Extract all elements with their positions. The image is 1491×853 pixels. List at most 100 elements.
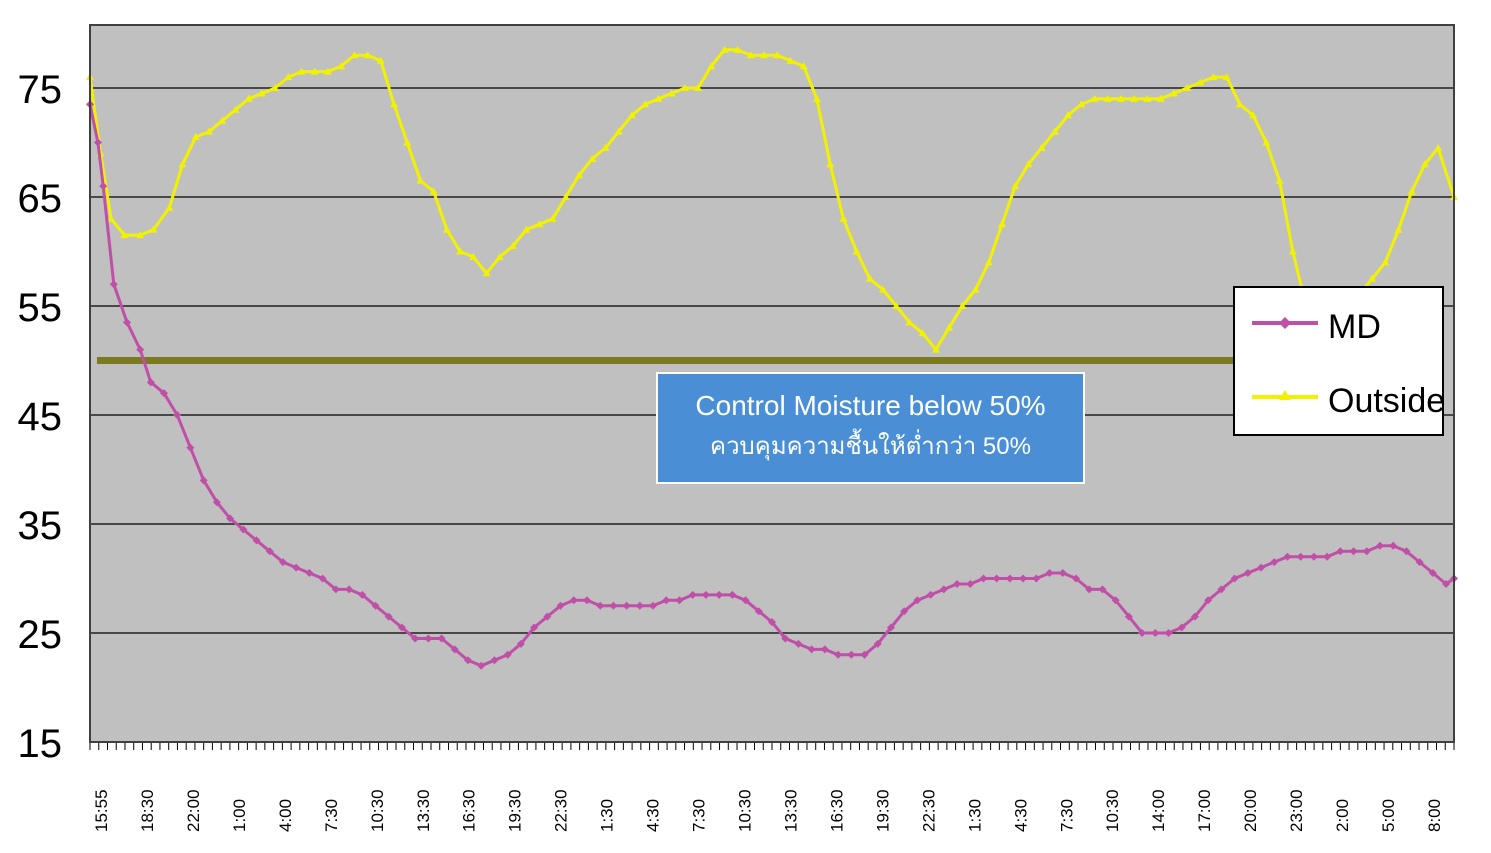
data-point-md	[1124, 612, 1133, 621]
data-point-md	[807, 645, 816, 654]
data-point-outside	[905, 318, 914, 326]
data-point-md	[1257, 563, 1266, 572]
data-point-outside	[733, 45, 742, 53]
data-point-outside	[1156, 94, 1165, 102]
data-point-outside	[297, 67, 306, 75]
x-tick-label: 20:00	[1241, 789, 1260, 832]
data-point-md	[1336, 547, 1345, 556]
data-point-outside	[107, 214, 116, 222]
legend: MD Outside	[1233, 286, 1445, 436]
data-point-md	[1111, 596, 1120, 605]
data-point-md	[226, 514, 235, 523]
data-point-md	[503, 650, 512, 659]
data-point-outside	[429, 187, 438, 195]
data-point-outside	[654, 94, 663, 102]
data-point-outside	[1381, 258, 1390, 266]
data-point-outside	[416, 176, 425, 184]
x-tick-label: 4:30	[644, 799, 663, 832]
data-point-md	[1283, 552, 1292, 561]
data-point-outside	[680, 84, 689, 91]
data-point-md	[516, 639, 525, 648]
data-point-md	[860, 650, 869, 659]
data-point-md	[926, 590, 935, 599]
data-point-md	[1138, 629, 1147, 637]
data-point-md	[609, 601, 618, 610]
data-point-outside	[120, 231, 129, 239]
data-point-md	[596, 601, 605, 610]
data-point-md	[424, 634, 433, 643]
data-point-outside	[469, 252, 478, 260]
data-point-md	[136, 345, 145, 354]
data-point-outside	[614, 127, 623, 135]
data-point-outside	[971, 285, 980, 293]
data-point-md	[292, 563, 301, 572]
data-point-outside	[1011, 182, 1020, 190]
x-tick-label: 16:30	[460, 789, 479, 832]
data-point-md	[728, 590, 737, 599]
data-point-md	[199, 476, 208, 485]
data-point-md	[93, 138, 102, 147]
data-point-md	[1415, 558, 1424, 567]
x-tick-label: 18:30	[138, 789, 157, 832]
data-point-md	[820, 645, 829, 654]
data-point-outside	[1130, 94, 1139, 102]
data-point-outside	[1024, 160, 1033, 168]
data-point-outside	[627, 111, 636, 119]
data-point-outside	[1169, 89, 1178, 97]
data-point-outside	[984, 258, 993, 266]
data-point-outside	[1090, 94, 1099, 102]
data-point-outside	[1407, 187, 1416, 195]
x-tick-label: 1:30	[965, 799, 984, 832]
data-point-md	[662, 596, 671, 605]
data-point-outside	[149, 225, 158, 233]
x-tick-label: 8:00	[1425, 799, 1444, 832]
data-point-outside	[865, 274, 874, 282]
data-point-outside	[456, 247, 465, 255]
data-point-md	[1019, 574, 1028, 583]
data-point-md	[1177, 623, 1186, 632]
data-point-outside	[852, 247, 861, 255]
data-point-md	[1058, 569, 1067, 578]
data-point-md	[411, 634, 420, 643]
data-point-outside	[508, 242, 517, 250]
data-point-md	[1243, 569, 1252, 578]
annotation-box: Control Moisture below 50% ควบคุมความชื้…	[656, 372, 1085, 484]
data-point-md	[464, 656, 473, 665]
data-point-outside	[323, 67, 332, 75]
data-point-outside	[1183, 84, 1192, 91]
data-point-md	[173, 411, 182, 419]
data-point-md	[754, 607, 763, 616]
x-tick-label: 1:00	[230, 799, 249, 832]
x-tick-label: 22:00	[184, 789, 203, 832]
data-point-outside	[997, 220, 1006, 228]
y-tick-label: 75	[18, 68, 63, 112]
data-point-md	[331, 585, 340, 594]
data-point-md	[1164, 629, 1173, 637]
data-point-outside	[1050, 127, 1059, 135]
data-point-outside	[231, 105, 240, 113]
legend-md-marker	[1279, 317, 1291, 329]
data-point-md	[1204, 596, 1213, 605]
x-tick-labels: 15:55 18:30 22:00 1:00 4:00 7:30 10:30 13:30 16:…	[92, 789, 1444, 832]
plot-border	[89, 24, 1455, 743]
data-point-md	[1032, 574, 1041, 583]
data-point-md	[1375, 541, 1384, 550]
data-point-md	[834, 650, 843, 659]
data-point-outside	[693, 84, 702, 91]
data-point-outside	[918, 329, 927, 337]
data-point-outside	[1209, 73, 1218, 81]
data-point-outside	[178, 160, 187, 168]
data-point-md	[543, 612, 552, 621]
data-point-outside	[495, 252, 504, 260]
data-point-outside	[1103, 94, 1112, 102]
y-tick-label: 55	[18, 286, 63, 330]
data-point-md	[1190, 612, 1199, 621]
data-point-outside	[1394, 225, 1403, 233]
x-tick-label: 13:30	[414, 789, 433, 832]
data-point-outside	[1037, 143, 1046, 151]
data-point-md	[675, 596, 684, 605]
data-point-outside	[136, 231, 145, 239]
data-point-md	[556, 601, 565, 610]
y-tick-label: 25	[18, 613, 63, 657]
data-point-outside	[350, 51, 359, 59]
